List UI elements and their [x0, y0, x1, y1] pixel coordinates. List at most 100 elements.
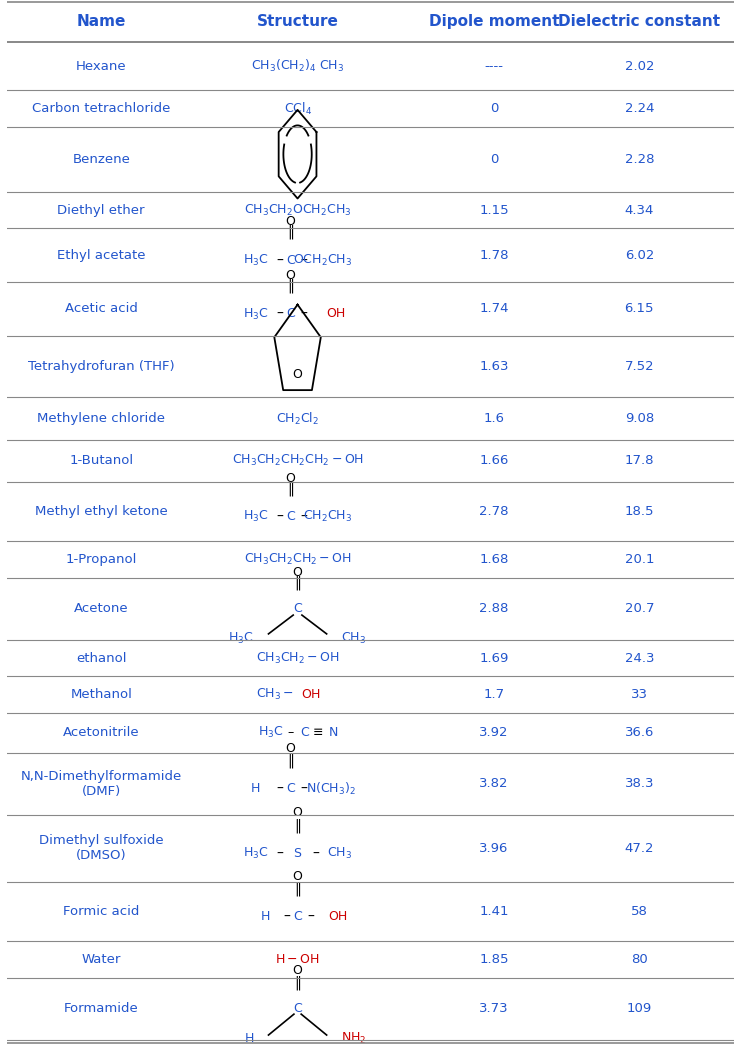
Text: 6.02: 6.02 — [625, 248, 654, 262]
Text: Dipole moment: Dipole moment — [428, 14, 559, 29]
Text: Carbon tetrachloride: Carbon tetrachloride — [32, 103, 170, 115]
Text: H: H — [250, 782, 259, 795]
Text: $\mathsf{H_{3}C}$: $\mathsf{H_{3}C}$ — [243, 509, 268, 524]
Text: 3.73: 3.73 — [479, 1003, 509, 1016]
Text: 20.7: 20.7 — [625, 603, 654, 615]
Text: $\mathsf{CH_{2}CH_{3}}$: $\mathsf{CH_{2}CH_{3}}$ — [303, 509, 352, 524]
Text: $\mathsf{H_{3}C}$: $\mathsf{H_{3}C}$ — [243, 846, 268, 861]
Text: $\mathsf{CH_{2}Cl_{2}}$: $\mathsf{CH_{2}Cl_{2}}$ — [276, 411, 319, 427]
Text: 1.6: 1.6 — [483, 412, 505, 425]
Text: $\mathsf{CH_{3}(CH_{2})_{4}\ CH_{3}}$: $\mathsf{CH_{3}(CH_{2})_{4}\ CH_{3}}$ — [251, 59, 345, 74]
Text: 47.2: 47.2 — [625, 842, 654, 855]
Text: 58: 58 — [631, 905, 648, 918]
Text: Water: Water — [82, 953, 121, 966]
Text: 38.3: 38.3 — [625, 777, 654, 790]
Text: 3.82: 3.82 — [479, 777, 508, 790]
Text: 0: 0 — [490, 103, 498, 115]
Text: Ethyl acetate: Ethyl acetate — [57, 248, 145, 262]
Text: –: – — [308, 910, 314, 924]
Text: Acetonitrile: Acetonitrile — [63, 726, 139, 739]
Text: –: – — [288, 726, 293, 739]
Text: C: C — [293, 911, 302, 923]
Text: ‖: ‖ — [294, 575, 301, 590]
Text: –: – — [276, 254, 283, 267]
Text: Acetone: Acetone — [74, 603, 128, 615]
Text: –: – — [300, 307, 307, 321]
Text: O: O — [293, 964, 302, 977]
Text: OH: OH — [328, 911, 348, 923]
Text: $\mathsf{CH_{3}CH_{2}-OH}$: $\mathsf{CH_{3}CH_{2}-OH}$ — [256, 651, 339, 665]
Text: 3.96: 3.96 — [479, 842, 508, 855]
Text: 1.74: 1.74 — [479, 302, 508, 315]
Text: 1-Propanol: 1-Propanol — [65, 553, 137, 566]
Text: Dimethyl sulfoxide
(DMSO): Dimethyl sulfoxide (DMSO) — [39, 834, 164, 863]
Text: –: – — [300, 782, 307, 795]
Text: ‖: ‖ — [294, 881, 301, 896]
Text: $\mathsf{H_{3}C}$: $\mathsf{H_{3}C}$ — [243, 253, 268, 268]
Text: 33: 33 — [631, 689, 648, 701]
Text: 1.41: 1.41 — [479, 905, 508, 918]
Text: C: C — [286, 307, 295, 321]
Text: Hexane: Hexane — [76, 60, 127, 73]
Text: O: O — [293, 368, 302, 381]
Text: $\mathsf{CH_{3}CH_{2}OCH_{2}CH_{3}}$: $\mathsf{CH_{3}CH_{2}OCH_{2}CH_{3}}$ — [244, 202, 351, 218]
Text: O: O — [285, 269, 295, 282]
Text: –: – — [276, 782, 283, 795]
Text: 2.24: 2.24 — [625, 103, 654, 115]
Text: 1.66: 1.66 — [479, 455, 508, 467]
Text: ‖: ‖ — [287, 754, 293, 768]
Text: 36.6: 36.6 — [625, 726, 654, 739]
Text: 2.28: 2.28 — [625, 153, 654, 166]
Text: ‖: ‖ — [294, 976, 301, 990]
Text: $\mathsf{H-OH}$: $\mathsf{H-OH}$ — [275, 953, 320, 966]
Text: Name: Name — [76, 14, 126, 29]
Text: C: C — [286, 510, 295, 523]
Text: Benzene: Benzene — [73, 153, 130, 166]
Text: 20.1: 20.1 — [625, 553, 654, 566]
Text: 3.92: 3.92 — [479, 726, 508, 739]
Text: $\mathsf{NH_{2}}$: $\mathsf{NH_{2}}$ — [341, 1030, 367, 1046]
Text: 0: 0 — [490, 153, 498, 166]
Text: O: O — [285, 742, 295, 755]
Text: Formamide: Formamide — [64, 1003, 139, 1016]
Text: ‖: ‖ — [287, 225, 293, 240]
Text: $\mathsf{H_{3}C}$: $\mathsf{H_{3}C}$ — [258, 725, 283, 740]
Text: ‖: ‖ — [287, 279, 293, 293]
Text: H: H — [245, 1031, 254, 1045]
Text: ethanol: ethanol — [76, 652, 127, 664]
Text: Acetic acid: Acetic acid — [64, 302, 138, 315]
Text: Methylene chloride: Methylene chloride — [37, 412, 165, 425]
Text: O: O — [293, 566, 302, 578]
Text: 80: 80 — [631, 953, 648, 966]
Text: 1.63: 1.63 — [479, 361, 508, 373]
Text: –: – — [276, 847, 283, 860]
Text: $\mathsf{CH_{3}CH_{2}CH_{2}-OH}$: $\mathsf{CH_{3}CH_{2}CH_{2}-OH}$ — [244, 552, 351, 567]
Text: $\mathsf{OCH_{2}CH_{3}}$: $\mathsf{OCH_{2}CH_{3}}$ — [293, 253, 352, 268]
Text: 2.02: 2.02 — [625, 60, 654, 73]
Text: 2.78: 2.78 — [479, 505, 508, 518]
Text: $\mathsf{CH_{3}CH_{2}CH_{2}CH_{2}-OH}$: $\mathsf{CH_{3}CH_{2}CH_{2}CH_{2}-OH}$ — [231, 454, 364, 468]
Text: H: H — [261, 911, 270, 923]
Text: C: C — [286, 782, 295, 795]
Text: –: – — [283, 910, 290, 924]
Text: 24.3: 24.3 — [625, 652, 654, 664]
Text: Structure: Structure — [256, 14, 339, 29]
Text: Formic acid: Formic acid — [63, 905, 139, 918]
Text: 17.8: 17.8 — [625, 455, 654, 467]
Text: Dielectric constant: Dielectric constant — [558, 14, 720, 29]
Text: $\mathsf{CH_{3}-}$: $\mathsf{CH_{3}-}$ — [256, 687, 294, 702]
Text: 18.5: 18.5 — [625, 505, 654, 518]
Text: –: – — [312, 847, 319, 860]
Text: C: C — [293, 603, 302, 615]
Text: ----: ---- — [485, 60, 503, 73]
Text: Diethyl ether: Diethyl ether — [58, 203, 145, 217]
Text: $\mathsf{H_{3}C}$: $\mathsf{H_{3}C}$ — [228, 631, 254, 646]
Text: O: O — [285, 215, 295, 228]
Text: C: C — [286, 254, 295, 267]
Text: O: O — [293, 806, 302, 820]
Text: OH: OH — [327, 307, 346, 321]
Text: $\mathsf{CCl_{4}}$: $\mathsf{CCl_{4}}$ — [284, 101, 311, 116]
Text: $\mathsf{CH_{3}}$: $\mathsf{CH_{3}}$ — [327, 846, 352, 861]
Text: $\mathsf{OH}$: $\mathsf{OH}$ — [301, 689, 321, 701]
Text: O: O — [293, 870, 302, 882]
